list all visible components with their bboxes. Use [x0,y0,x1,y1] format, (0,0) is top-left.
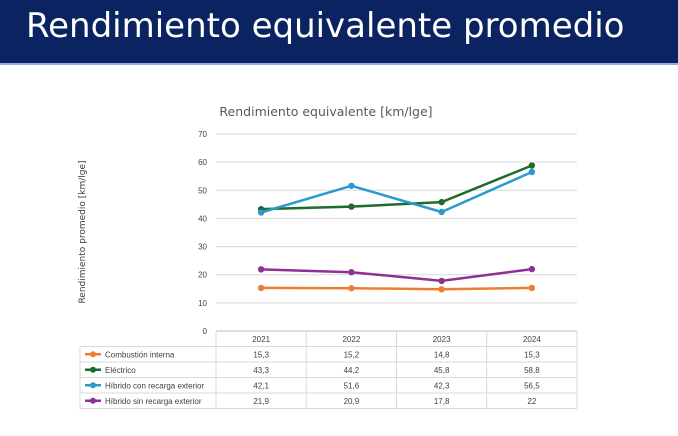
table-cell-value: 20,9 [344,397,360,406]
table-cell-value: 22 [527,397,536,406]
legend-key-marker [90,351,96,358]
table-cell-value: 42,3 [434,381,450,390]
data-point [438,198,445,206]
table-cell-value: 17,8 [434,397,450,406]
series-line [261,286,532,291]
table-cell-value: 43,3 [253,366,269,375]
data-table: 2021 2022 2023 2024 Combustión interna 15,3 15… [79,330,578,409]
data-point [528,284,536,292]
data-point [438,208,445,216]
legend-series-name: Híbrido con recarga exterior [105,381,204,390]
chart-title: Rendimiento equivalente [km/lge] [219,104,432,119]
x-tick-label: 2022 [342,335,360,344]
y-tick-label: 40 [198,214,207,223]
x-tick-label: 2023 [433,335,451,344]
data-point [528,168,536,176]
series-group [257,265,536,285]
series-line [261,164,533,211]
data-point [348,268,355,276]
data-point [438,277,445,285]
series-line [261,267,533,283]
legend-series-name: Híbrido sin recarga exterior [105,397,202,406]
data-point [257,266,265,273]
legend-series-name: Eléctrico [105,366,136,375]
data-point [257,284,265,292]
series-line [260,170,533,214]
data-point [348,182,355,189]
legend-series-name: Combustión interna [105,350,175,359]
data-point [348,203,355,210]
table-cell-value: 15,3 [524,350,540,359]
gridlines: 0 10 20 30 40 50 60 70 [198,130,577,336]
series-group [257,162,536,213]
y-tick-label: 70 [198,130,207,139]
table-cell-value: 45,8 [434,366,450,375]
table-cell-value: 51,6 [344,381,360,390]
header-separator [0,63,678,65]
series-group [257,284,536,293]
y-axis-label: Rendimiento promedio [km/lge] [78,160,88,303]
legend-key-marker [90,366,96,373]
table-cell-value: 21,9 [253,397,269,406]
table-cell-value: 15,2 [344,350,360,359]
y-tick-label: 0 [203,327,208,336]
data-point [438,286,445,293]
data-point [528,265,536,273]
series-group [257,168,536,216]
table-cell-value: 15,3 [253,350,269,359]
series-lines [257,162,536,293]
y-tick-label: 30 [198,243,207,252]
table-cell-value: 14,8 [434,350,450,359]
page-title: Rendimiento equivalente promedio [26,6,625,46]
data-point [348,285,355,292]
table-cell-value: 58,8 [524,366,540,375]
legend-key-marker [90,382,96,389]
y-tick-label: 60 [198,158,207,167]
x-tick-label: 2021 [252,335,270,344]
table-cell-value: 56,5 [524,381,540,390]
data-point [257,209,265,216]
y-tick-label: 20 [198,271,207,280]
x-tick-label: 2024 [523,335,541,344]
legend-key-marker [90,397,96,404]
y-tick-label: 10 [198,299,207,308]
y-tick-label: 50 [198,186,207,195]
header-banner: Rendimiento equivalente promedio [0,0,678,63]
table-cell-value: 44,2 [344,366,360,375]
data-point [528,162,536,169]
table-cell-value: 42,1 [253,381,269,390]
